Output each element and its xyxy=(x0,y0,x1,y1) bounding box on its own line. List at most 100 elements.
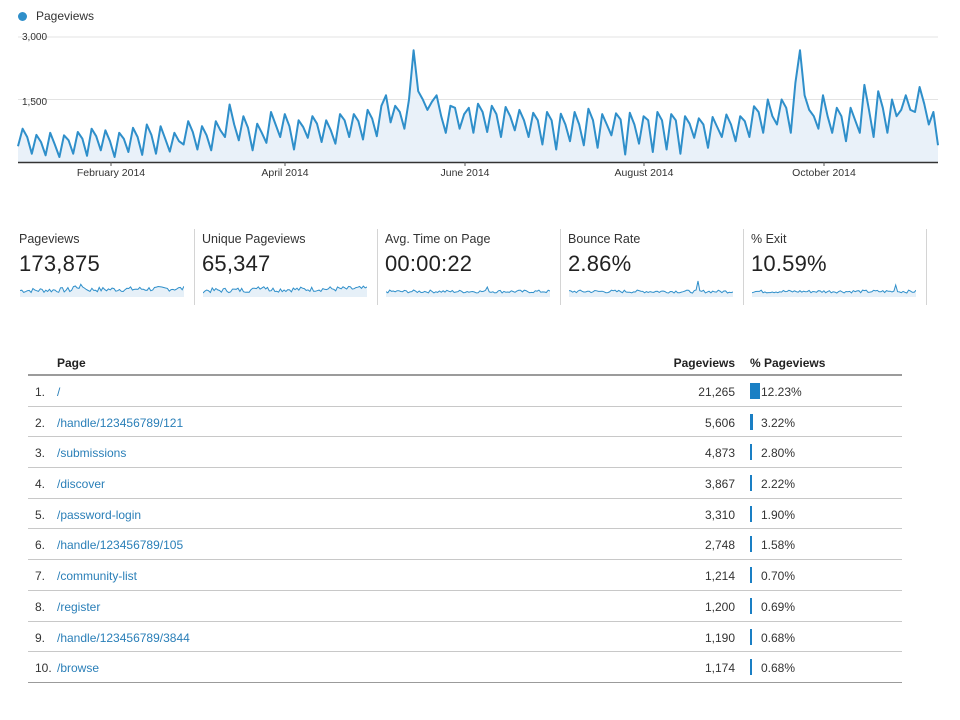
pageviews-value: 1,200 xyxy=(704,599,735,614)
pageviews-line xyxy=(17,49,939,158)
pageviews-value: 3,310 xyxy=(704,507,735,522)
page-link[interactable]: /password-login xyxy=(57,507,142,522)
page-link[interactable]: /browse xyxy=(57,661,100,676)
row-number: 10. xyxy=(35,661,52,676)
page-link[interactable]: /handle/123456789/121 xyxy=(57,415,184,430)
legend-label: Pageviews xyxy=(36,9,95,23)
table-row: 10. /browse 1,174 0.68% xyxy=(28,652,902,683)
pct-bar xyxy=(750,628,752,645)
page-link[interactable]: /handle/123456789/3844 xyxy=(57,630,190,645)
pct-bar xyxy=(750,413,753,430)
pageviews-value: 4,873 xyxy=(704,446,735,461)
pct-value: 1.90% xyxy=(761,507,796,522)
pageviews-value: 3,867 xyxy=(704,477,735,492)
sparkline-exit xyxy=(752,283,916,297)
pageviews-value: 21,265 xyxy=(698,385,735,399)
pct-value: 2.22% xyxy=(761,477,796,492)
row-number: 6. xyxy=(35,538,46,553)
sparkline-unique-pageviews xyxy=(203,285,367,297)
row-number: 1. xyxy=(35,385,46,399)
metric-exit[interactable]: % Exit 10.59% xyxy=(744,229,927,305)
y-tick-label-1500: 1,500 xyxy=(22,97,48,108)
metric-unique-pageviews[interactable]: Unique Pageviews 65,347 xyxy=(195,229,378,305)
pct-bar xyxy=(750,444,752,461)
sparkline-area xyxy=(569,281,733,297)
x-tick-label-feb: February 2014 xyxy=(76,167,146,179)
pct-bar xyxy=(750,475,752,492)
sparkline-line xyxy=(20,283,184,294)
column-header-pageviews[interactable]: Pageviews xyxy=(673,356,735,370)
pageviews-value: 1,214 xyxy=(704,569,735,584)
sparkline-area xyxy=(203,286,367,297)
metric-label: Unique Pageviews xyxy=(202,232,306,246)
sparkline-area xyxy=(752,285,916,297)
pct-value: 0.69% xyxy=(761,599,796,614)
table-row: 4. /discover 3,867 2.22% xyxy=(28,468,902,499)
table-header: Page Pageviews % Pageviews xyxy=(28,352,902,376)
pct-bar xyxy=(750,659,752,676)
pct-value: 0.70% xyxy=(761,569,796,584)
row-number: 9. xyxy=(35,630,46,645)
metric-value: 65,347 xyxy=(202,251,271,276)
pageviews-value: 5,606 xyxy=(704,415,735,430)
row-number: 4. xyxy=(35,477,46,492)
page-link[interactable]: / xyxy=(57,385,61,399)
table-row: 5. /password-login 3,310 1.90% xyxy=(28,499,902,530)
sparkline-pageviews xyxy=(20,283,184,297)
pct-bar xyxy=(750,567,752,584)
column-header-pct-pageviews[interactable]: % Pageviews xyxy=(750,356,826,370)
metric-value: 2.86% xyxy=(568,251,632,276)
pageviews-chart: Pageviews 3,000 1,500 February 2014 Apri… xyxy=(0,0,960,190)
pct-bar xyxy=(750,597,752,614)
table-row: 3. /submissions 4,873 2.80% xyxy=(28,437,902,469)
metric-label: Avg. Time on Page xyxy=(385,232,491,246)
sparkline-avg-time xyxy=(386,285,550,297)
page-link[interactable]: /discover xyxy=(57,477,106,492)
page-link[interactable]: /submissions xyxy=(57,446,127,461)
legend-dot-icon xyxy=(18,11,27,21)
metric-label: Bounce Rate xyxy=(568,232,641,246)
sparkline-line xyxy=(752,283,916,294)
pageviews-value: 1,190 xyxy=(704,630,735,645)
sparkline-bounce-rate xyxy=(569,280,733,297)
metric-value: 10.59% xyxy=(751,251,827,276)
pct-value: 0.68% xyxy=(761,630,796,645)
sparkline-line xyxy=(203,285,367,294)
metric-value: 173,875 xyxy=(19,251,100,276)
x-tick-label-aug: August 2014 xyxy=(614,167,674,179)
table-row: 7. /community-list 1,214 0.70% xyxy=(28,560,902,591)
metric-value: 00:00:22 xyxy=(385,251,473,276)
x-tick-label-apr: April 2014 xyxy=(261,167,309,179)
y-tick-label-3000: 3,000 xyxy=(22,32,48,43)
chart-legend[interactable]: Pageviews xyxy=(18,9,94,23)
sparkline-line xyxy=(386,285,550,294)
table-row: 2. /handle/123456789/121 5,606 3.22% xyxy=(28,407,902,438)
table-row: 9. /handle/123456789/3844 1,190 0.68% xyxy=(28,622,902,653)
pct-value: 3.22% xyxy=(761,415,796,430)
column-header-page[interactable]: Page xyxy=(57,356,86,370)
row-number: 7. xyxy=(35,569,46,584)
pageviews-value: 2,748 xyxy=(704,538,735,553)
pct-bar xyxy=(750,383,760,399)
metric-pageviews[interactable]: Pageviews 173,875 xyxy=(12,229,195,305)
table-row: 6. /handle/123456789/105 2,748 1.58% xyxy=(28,529,902,561)
pct-value: 2.80% xyxy=(761,446,796,461)
page-link[interactable]: /community-list xyxy=(57,569,138,584)
row-number: 3. xyxy=(35,446,46,461)
row-number: 5. xyxy=(35,507,46,522)
page-link[interactable]: /handle/123456789/105 xyxy=(57,538,184,553)
row-number: 8. xyxy=(35,599,46,614)
row-number: 2. xyxy=(35,415,46,430)
pageviews-value: 1,174 xyxy=(704,661,735,676)
table-row: 8. /register 1,200 0.69% xyxy=(28,591,902,622)
x-tick-label-oct: October 2014 xyxy=(792,167,856,179)
metric-avg-time-on-page[interactable]: Avg. Time on Page 00:00:22 xyxy=(378,229,561,305)
page-link[interactable]: /register xyxy=(57,599,101,614)
table-body: 1. / 21,265 12.23% 2. /handle/123456789/121 5,… xyxy=(28,376,902,683)
sparkline-line xyxy=(569,280,733,294)
metric-bounce-rate[interactable]: Bounce Rate 2.86% xyxy=(561,229,744,305)
pageviews-chart-svg xyxy=(17,36,939,166)
metric-label: Pageviews xyxy=(19,232,80,246)
sparkline-area xyxy=(20,284,184,297)
metric-label: % Exit xyxy=(751,232,787,246)
